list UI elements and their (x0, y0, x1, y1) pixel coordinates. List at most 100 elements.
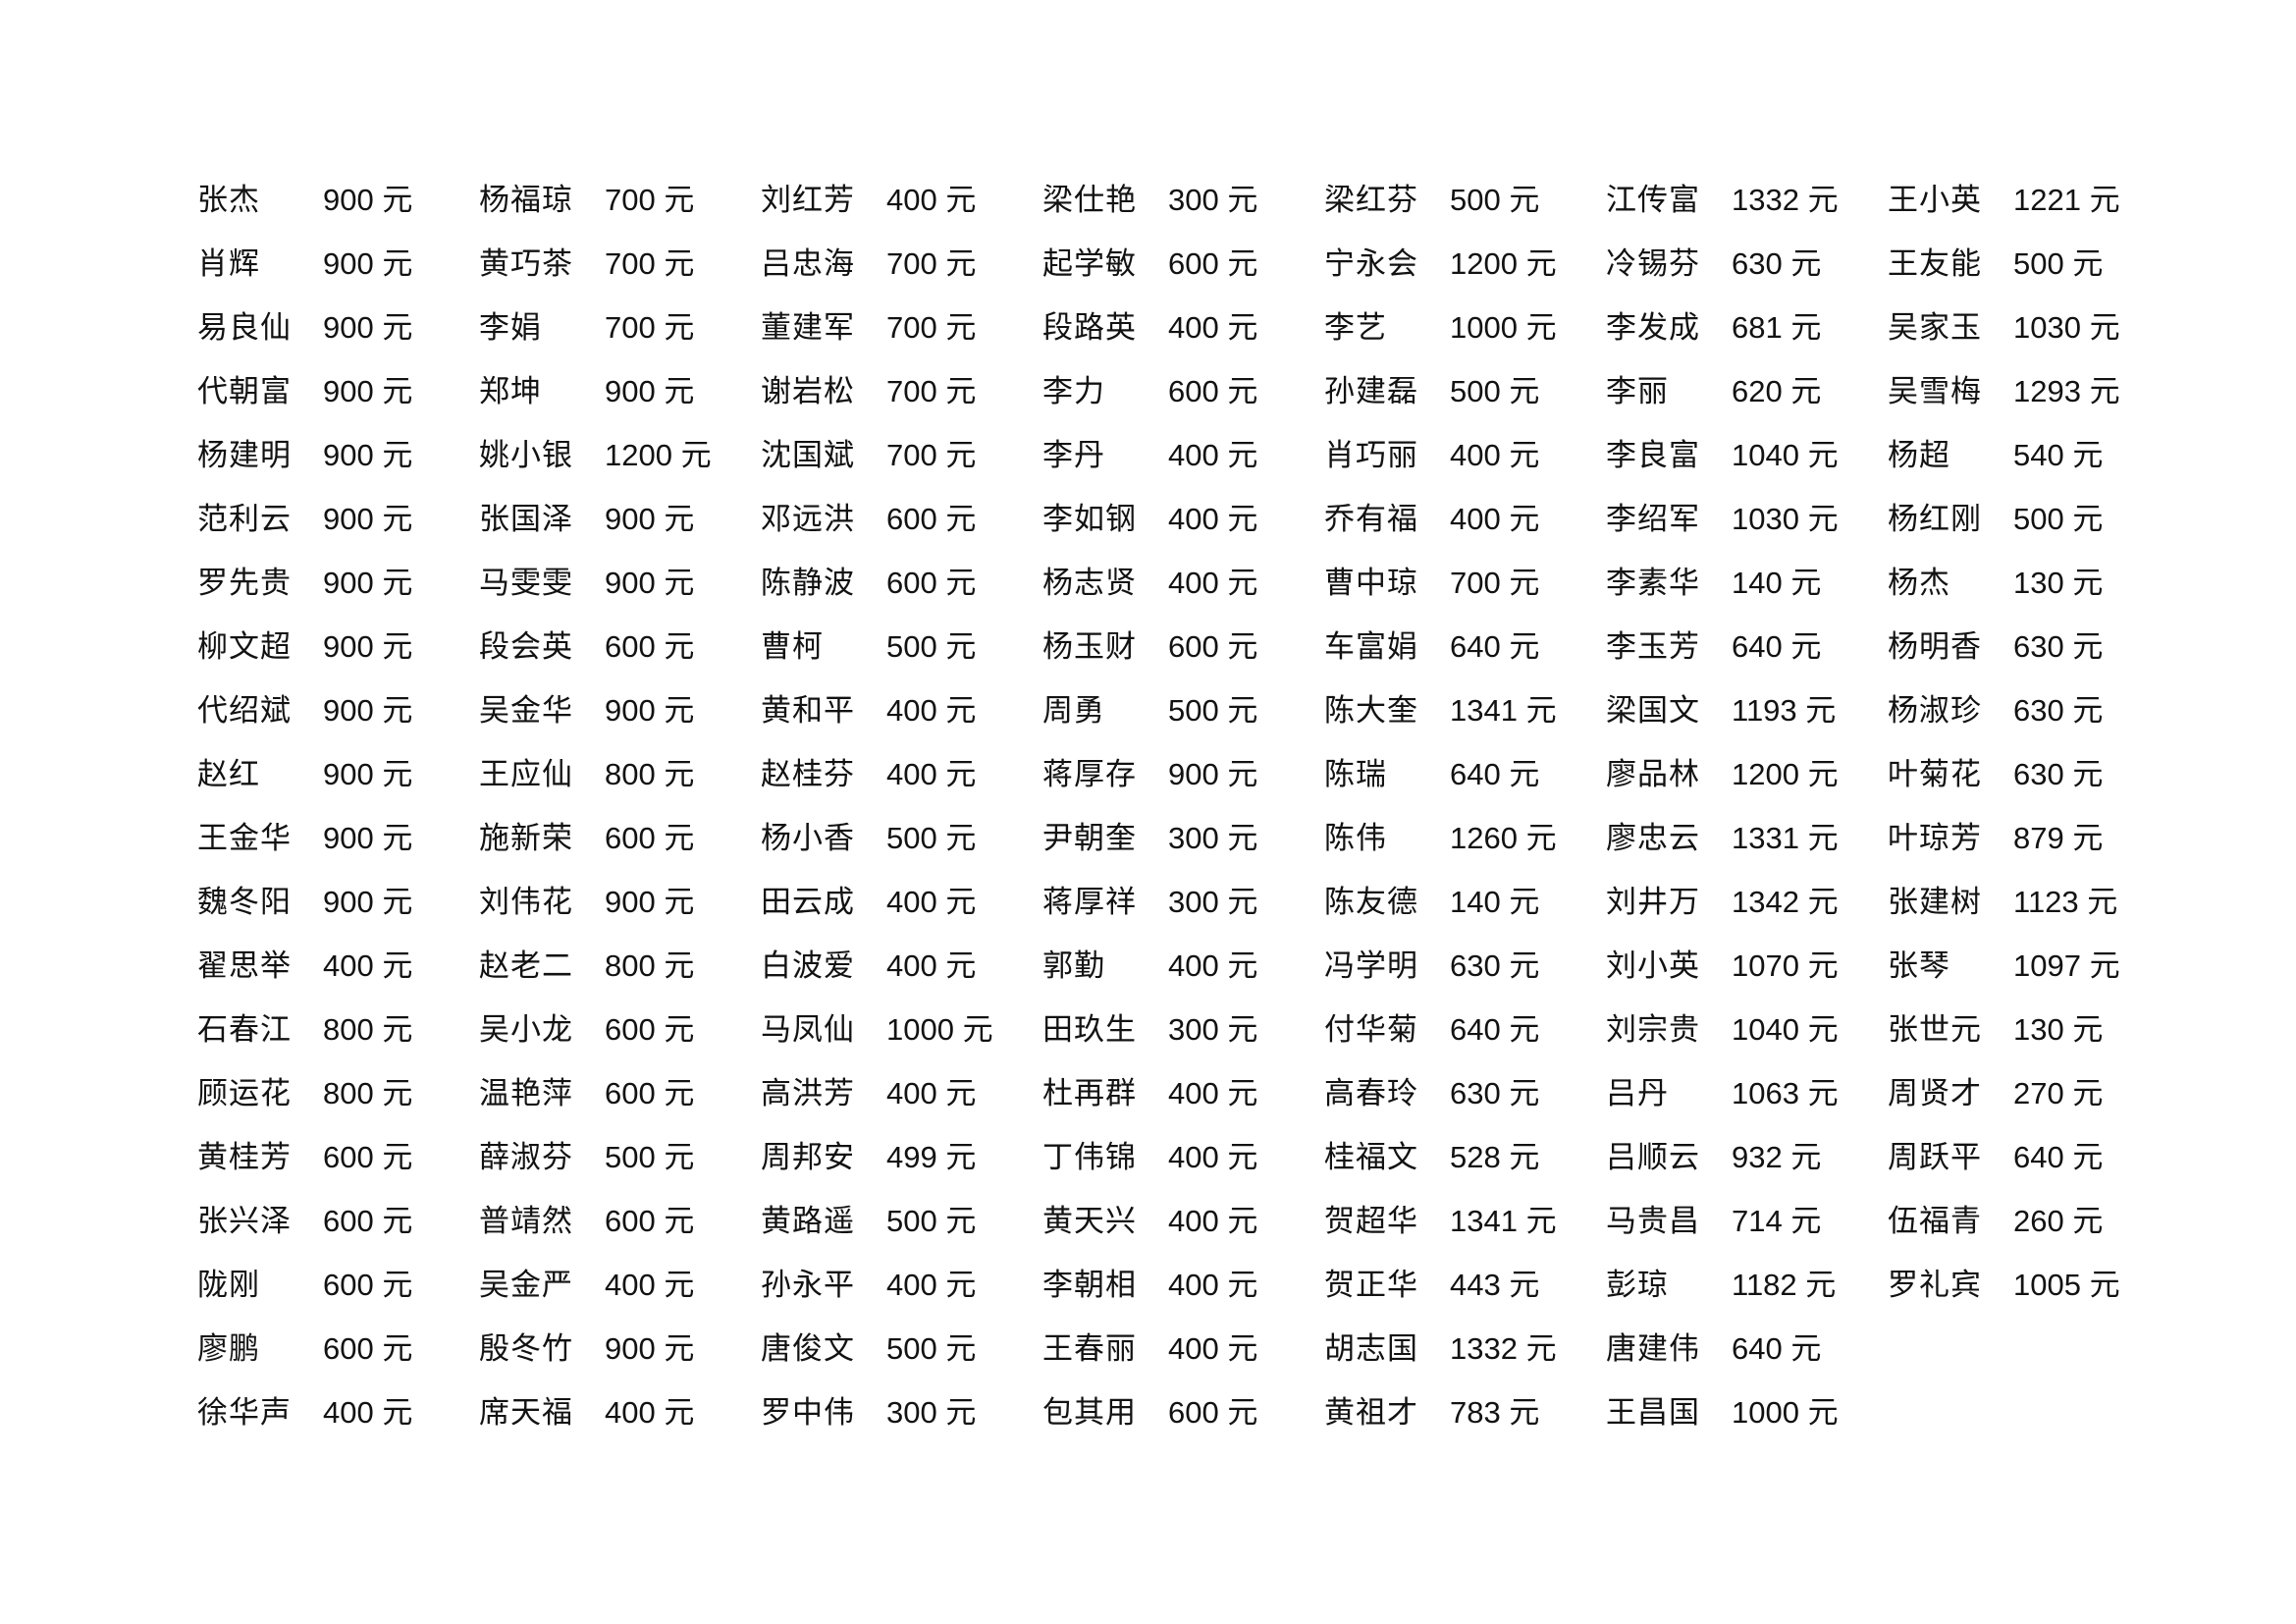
person-name: 徐华声 (197, 1395, 292, 1430)
amount: 900 元 (323, 246, 413, 281)
list-item: 肖辉 900 元 (197, 232, 479, 296)
list-item: 黄路遥 500 元 (761, 1189, 1042, 1253)
list-item: 唐建伟 640 元 (1606, 1317, 1888, 1380)
person-name: 杨杰 (1888, 566, 1950, 600)
person-name: 黄祖才 (1324, 1395, 1418, 1430)
person-name: 梁国文 (1606, 693, 1700, 728)
list-item: 范利云 900 元 (197, 487, 479, 551)
person-name: 翟思举 (197, 948, 292, 983)
amount: 270 元 (2013, 1076, 2104, 1110)
amount: 1040 元 (1732, 1012, 1839, 1047)
list-item: 薛淑芬 500 元 (479, 1125, 761, 1189)
amount: 400 元 (605, 1268, 695, 1302)
amount: 600 元 (886, 566, 977, 600)
amount: 1000 元 (1732, 1395, 1839, 1430)
person-name: 吴家玉 (1888, 310, 1982, 345)
person-name: 田玖生 (1042, 1012, 1137, 1047)
list-item: 吕顺云 932 元 (1606, 1125, 1888, 1189)
list-item: 贺正华 443 元 (1324, 1253, 1606, 1317)
amount: 400 元 (886, 757, 977, 791)
amount: 900 元 (323, 757, 413, 791)
person-name: 普靖然 (479, 1204, 573, 1238)
list-item: 陈大奎 1341 元 (1324, 678, 1606, 742)
list-item: 李力 600 元 (1042, 359, 1324, 423)
amount: 640 元 (1732, 1331, 1822, 1366)
person-name: 席天福 (479, 1395, 573, 1430)
amount: 300 元 (886, 1395, 977, 1430)
list-item: 谢岩松 700 元 (761, 359, 1042, 423)
amount: 1063 元 (1732, 1076, 1839, 1110)
list-item: 张琴 1097 元 (1888, 934, 2169, 998)
list-item: 李素华 140 元 (1606, 551, 1888, 615)
amount: 300 元 (1168, 183, 1258, 217)
amount: 900 元 (323, 821, 413, 855)
amount: 700 元 (1450, 566, 1540, 600)
amount: 700 元 (886, 374, 977, 408)
person-name: 李发成 (1606, 310, 1700, 345)
list-item: 包其用 600 元 (1042, 1380, 1324, 1444)
list-item: 姚小银 1200 元 (479, 423, 761, 487)
amount: 500 元 (886, 821, 977, 855)
person-name: 田云成 (761, 885, 855, 919)
payment-table: 张杰 900 元肖辉 900 元易良仙 900 元代朝富 900 元杨建明 900 元范利… (197, 168, 2169, 1444)
list-item: 梁仕艳 300 元 (1042, 168, 1324, 232)
list-item: 冯学明 630 元 (1324, 934, 1606, 998)
person-name: 车富娟 (1324, 629, 1418, 664)
list-item: 王金华 900 元 (197, 806, 479, 870)
amount: 443 元 (1450, 1268, 1540, 1302)
amount: 630 元 (1450, 1076, 1540, 1110)
person-name: 王春丽 (1042, 1331, 1137, 1366)
list-item: 孙永平 400 元 (761, 1253, 1042, 1317)
person-name: 张国泽 (479, 502, 573, 536)
person-name: 马贵昌 (1606, 1204, 1700, 1238)
table-column-5: 梁红芬 500 元宁永会 1200 元李艺 1000 元孙建磊 500 元肖巧丽 400 … (1324, 168, 1606, 1444)
person-name: 陈瑞 (1324, 757, 1387, 791)
person-name: 马凤仙 (761, 1012, 855, 1047)
amount: 400 元 (1168, 438, 1258, 472)
list-item: 殷冬竹 900 元 (479, 1317, 761, 1380)
amount: 400 元 (1168, 566, 1258, 600)
list-item: 吴家玉 1030 元 (1888, 296, 2169, 359)
list-item: 温艳萍 600 元 (479, 1061, 761, 1125)
amount: 1341 元 (1450, 1204, 1557, 1238)
person-name: 薛淑芬 (479, 1140, 573, 1174)
amount: 630 元 (2013, 629, 2104, 664)
list-item: 马凤仙 1000 元 (761, 998, 1042, 1061)
list-item: 宁永会 1200 元 (1324, 232, 1606, 296)
list-item: 沈国斌 700 元 (761, 423, 1042, 487)
amount: 600 元 (1168, 629, 1258, 664)
amount: 600 元 (1168, 374, 1258, 408)
list-item: 石春江 800 元 (197, 998, 479, 1061)
amount: 1200 元 (1450, 246, 1557, 281)
list-item: 彭琼 1182 元 (1606, 1253, 1888, 1317)
person-name: 桂福文 (1324, 1140, 1418, 1174)
person-name: 陇刚 (197, 1268, 260, 1302)
person-name: 刘红芳 (761, 183, 855, 217)
amount: 300 元 (1168, 1012, 1258, 1047)
person-name: 代朝富 (197, 374, 292, 408)
person-name: 江传富 (1606, 183, 1700, 217)
list-item: 徐华声 400 元 (197, 1380, 479, 1444)
amount: 1200 元 (605, 438, 712, 472)
person-name: 杨福琼 (479, 183, 573, 217)
amount: 500 元 (886, 629, 977, 664)
list-item: 伍福青 260 元 (1888, 1189, 2169, 1253)
amount: 600 元 (605, 629, 695, 664)
person-name: 起学敏 (1042, 246, 1137, 281)
amount: 400 元 (1168, 1204, 1258, 1238)
person-name: 李艺 (1324, 310, 1387, 345)
list-item: 田玖生 300 元 (1042, 998, 1324, 1061)
list-item: 廖鹏 600 元 (197, 1317, 479, 1380)
person-name: 付华菊 (1324, 1012, 1418, 1047)
person-name: 肖巧丽 (1324, 438, 1418, 472)
person-name: 谢岩松 (761, 374, 855, 408)
amount: 400 元 (1168, 1331, 1258, 1366)
list-item: 王昌国 1000 元 (1606, 1380, 1888, 1444)
list-item: 陈静波 600 元 (761, 551, 1042, 615)
person-name: 贺正华 (1324, 1268, 1418, 1302)
table-column-3: 刘红芳 400 元吕忠海 700 元董建军 700 元谢岩松 700 元沈国斌 700 元… (761, 168, 1042, 1444)
person-name: 廖品林 (1606, 757, 1700, 791)
amount: 1221 元 (2013, 183, 2120, 217)
amount: 400 元 (886, 1268, 977, 1302)
amount: 900 元 (323, 374, 413, 408)
